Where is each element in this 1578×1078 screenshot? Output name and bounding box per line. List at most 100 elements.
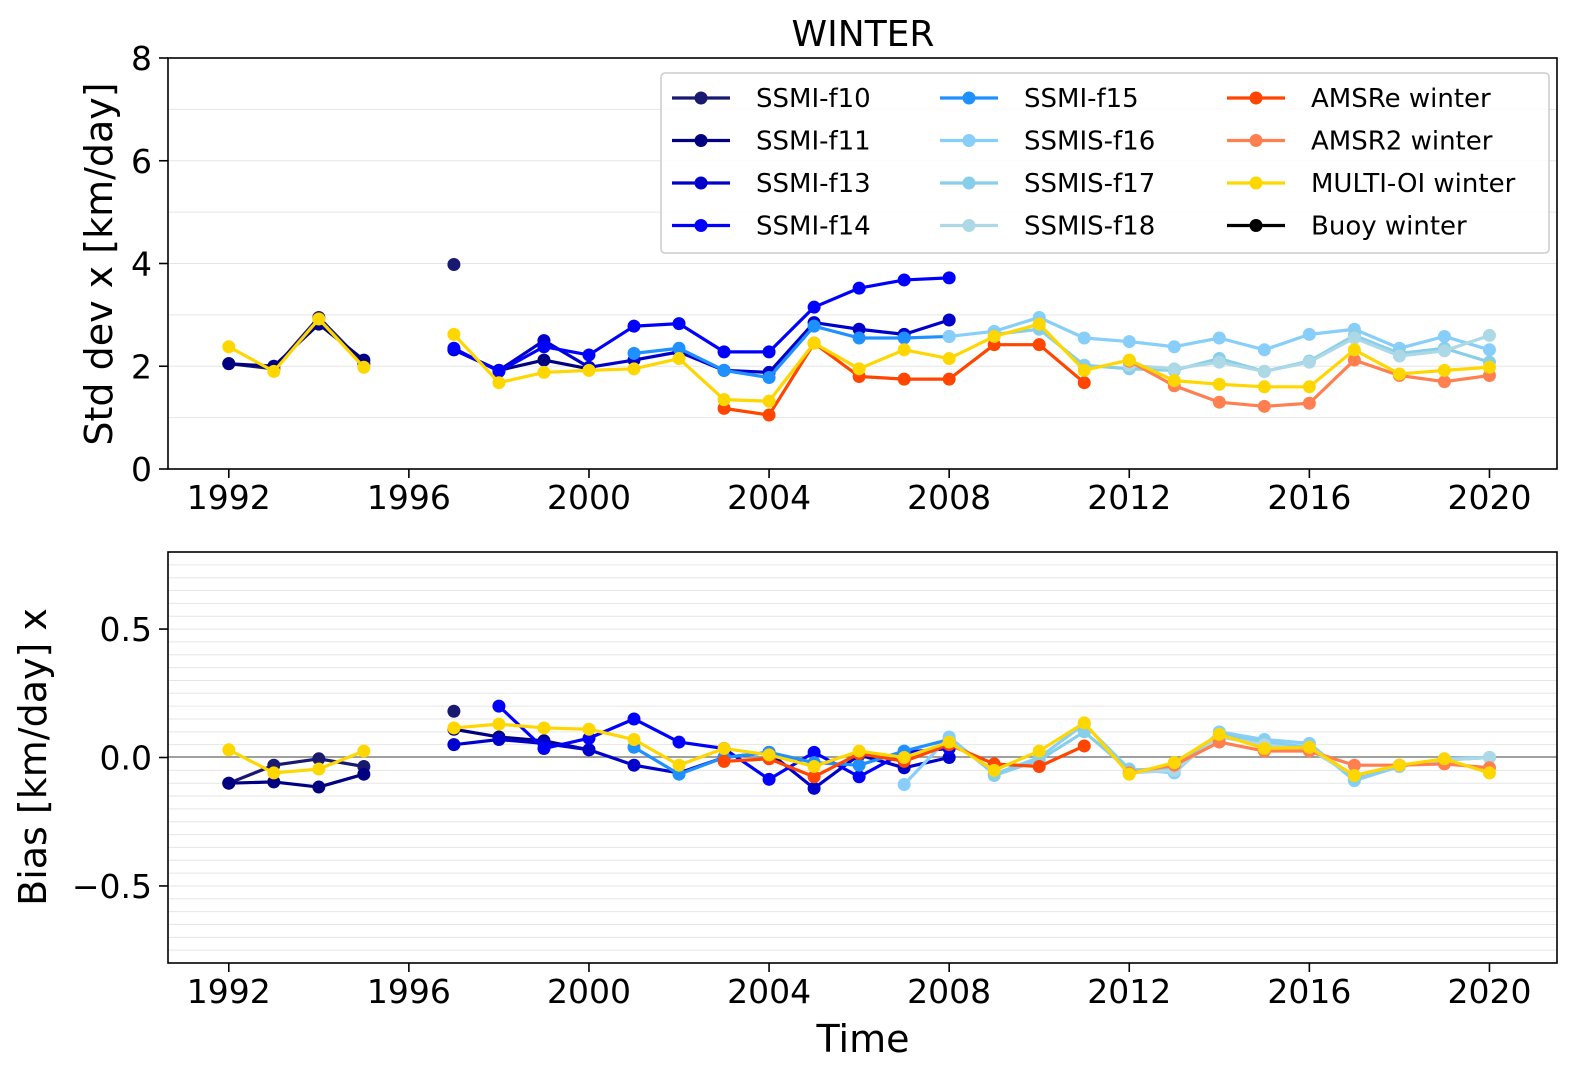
legend-swatch-marker [694, 176, 708, 190]
std-dev-y-tick-label: 6 [131, 142, 152, 181]
bias-x-tick-label: 2000 [547, 972, 631, 1011]
std-dev-point-ssmi-f15 [852, 331, 866, 345]
bias-point-ssmi-f15 [672, 767, 686, 781]
bias-line-ssmi-f11 [228, 772, 365, 789]
std-dev-line-ssmi-f14 [453, 276, 950, 373]
legend-item-ssmi-f11: SSMI-f11 [672, 127, 871, 157]
std-dev-point-multi-oi-winter [807, 336, 821, 350]
std-dev-series-ssmi-f10 [222, 258, 461, 376]
bias-point-multi-oi-winter [1302, 740, 1316, 754]
std-dev-point-ssmis-f16 [1257, 343, 1271, 357]
std-dev-x-tick-label: 2004 [727, 478, 811, 517]
legend-item-ssmis-f16: SSMIS-f16 [940, 127, 1155, 157]
std-dev-series-multi-oi-winter [222, 312, 1496, 408]
std-dev-point-ssmi-f14 [537, 340, 551, 354]
legend-item-ssmi-f14: SSMI-f14 [672, 212, 871, 242]
legend-label: SSMI-f11 [756, 127, 871, 157]
bias-point-multi-oi-winter [987, 763, 1001, 777]
bias-x-tick-label: 1996 [367, 972, 451, 1011]
std-dev-point-amsr2-winter [1257, 399, 1271, 413]
bias-panel: 1992 1996 2000 2004 2008 2012 2016 2020 −0.5 0.0… [11, 551, 1558, 1061]
std-dev-point-multi-oi-winter [222, 340, 236, 354]
bias-point-ssmi-f14 [762, 772, 776, 786]
std-dev-point-amsre-winter [1077, 376, 1091, 390]
bias-point-ssmi-f13 [492, 733, 506, 747]
std-dev-point-multi-oi-winter [987, 329, 1001, 343]
legend-swatch-marker [962, 176, 976, 190]
bias-y-axis-label: Bias [km/day] x [11, 608, 55, 906]
bias-point-multi-oi-winter [942, 735, 956, 749]
bias-point-amsre-winter [717, 754, 731, 768]
std-dev-point-multi-oi-winter [1167, 374, 1181, 388]
std-dev-point-amsr2-winter [1302, 396, 1316, 410]
bias-point-multi-oi-winter [1032, 744, 1046, 758]
std-dev-line-ssmi-f15 [633, 324, 950, 380]
bias-point-ssmi-f14 [672, 735, 686, 749]
bias-point-amsre-winter [1032, 759, 1046, 773]
bias-line-ssmi-f10 [228, 757, 365, 785]
std-dev-y-ticks: 0 2 4 6 8 [131, 39, 168, 489]
std-dev-point-ssmi-f15 [762, 371, 776, 385]
legend-item-multi-oi-winter: MULTI-OI winter [1227, 169, 1516, 199]
bias-point-multi-oi-winter [717, 742, 731, 756]
std-dev-point-ssmi-f10 [447, 258, 461, 272]
std-dev-point-multi-oi-winter [582, 363, 596, 377]
bias-point-ssmi-f10 [312, 752, 326, 766]
bias-point-ssmi-f13 [807, 781, 821, 795]
bias-y-tick-label: 0.0 [100, 739, 152, 778]
std-dev-x-tick-label: 2008 [907, 478, 991, 517]
std-dev-x-tick-label: 2020 [1447, 478, 1531, 517]
std-dev-point-amsr2-winter [1212, 395, 1226, 409]
std-dev-point-multi-oi-winter [1437, 363, 1451, 377]
std-dev-point-ssmis-f16 [1212, 331, 1226, 345]
bias-point-multi-oi-winter [357, 744, 371, 758]
std-dev-point-ssmis-f16 [1302, 327, 1316, 341]
bias-point-amsre-winter [807, 770, 821, 784]
bias-point-multi-oi-winter [1347, 768, 1361, 782]
std-dev-x-ticks: 1992 1996 2000 2004 2008 2012 2016 2020 [187, 469, 1531, 517]
legend-item-ssmi-f15: SSMI-f15 [940, 84, 1139, 114]
std-dev-point-ssmi-f13 [942, 313, 956, 327]
std-dev-y-tick-label: 2 [131, 347, 152, 386]
std-dev-point-ssmi-f15 [627, 346, 641, 360]
bias-point-ssmi-f14 [852, 770, 866, 784]
std-dev-point-multi-oi-winter [942, 352, 956, 366]
std-dev-x-tick-label: 2016 [1267, 478, 1351, 517]
bias-point-ssmi-f11 [222, 776, 236, 790]
x-axis-label: Time [816, 1017, 910, 1061]
std-dev-point-ssmis-f18 [1392, 349, 1406, 363]
legend-swatch-marker [962, 219, 976, 232]
std-dev-point-ssmis-f16 [1437, 329, 1451, 343]
std-dev-point-ssmi-f15 [717, 363, 731, 377]
legend-label: Buoy winter [1311, 212, 1467, 242]
bias-point-multi-oi-winter [582, 722, 596, 736]
std-dev-point-ssmi-f14 [492, 364, 506, 378]
std-dev-point-amsre-winter [942, 372, 956, 386]
bias-point-ssmi-f13 [627, 758, 641, 772]
bias-point-multi-oi-winter [1077, 716, 1091, 730]
std-dev-point-multi-oi-winter [762, 394, 776, 408]
legend-label: MULTI-OI winter [1311, 169, 1516, 199]
std-dev-x-tick-label: 2000 [547, 478, 631, 517]
std-dev-line-ssmi-f13 [453, 318, 950, 375]
std-dev-line-multi-oi-winter [452, 322, 1490, 403]
bias-x-tick-label: 2016 [1267, 972, 1351, 1011]
std-dev-x-tick-label: 2012 [1087, 478, 1171, 517]
bias-point-ssmi-f14 [627, 712, 641, 726]
std-dev-point-multi-oi-winter [1122, 353, 1136, 367]
std-dev-point-multi-oi-winter [717, 393, 731, 407]
std-dev-point-multi-oi-winter [897, 343, 911, 357]
std-dev-point-multi-oi-winter [1347, 343, 1361, 357]
std-dev-series [222, 258, 1496, 422]
std-dev-point-multi-oi-winter [1077, 363, 1091, 377]
chart-title: WINTER [792, 14, 935, 55]
std-dev-point-amsr2-winter [1347, 353, 1361, 367]
bias-point-ssmi-f10 [447, 704, 461, 718]
bias-point-ssmi-f11 [267, 775, 281, 789]
bias-point-ssmi-f14 [537, 742, 551, 756]
std-dev-series-ssmis-f18 [1122, 328, 1496, 378]
std-dev-point-amsre-winter [1032, 338, 1046, 352]
std-dev-point-ssmis-f18 [1212, 355, 1226, 369]
bias-x-tick-label: 2004 [727, 972, 811, 1011]
std-dev-point-ssmis-f16 [942, 329, 956, 343]
